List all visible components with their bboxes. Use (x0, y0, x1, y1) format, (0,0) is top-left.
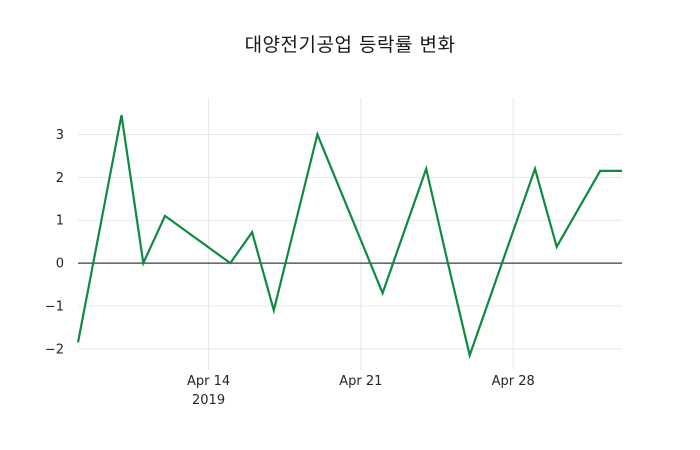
y-tick-label: −1 (45, 299, 64, 314)
x-tick-year-label: 2019 (192, 393, 225, 408)
x-tick-label: Apr 14 (187, 374, 230, 389)
y-tick-label: 3 (56, 128, 64, 143)
y-tick-label: 1 (56, 214, 64, 229)
x-tick-label: Apr 21 (339, 374, 382, 389)
x-tick-label: Apr 28 (492, 374, 535, 389)
y-tick-label: −2 (45, 342, 64, 357)
y-tick-label: 0 (56, 257, 64, 272)
y-tick-label: 2 (56, 171, 64, 186)
chart-title: 대양전기공업 등락률 변화 (244, 34, 456, 56)
series-line (76, 114, 622, 360)
